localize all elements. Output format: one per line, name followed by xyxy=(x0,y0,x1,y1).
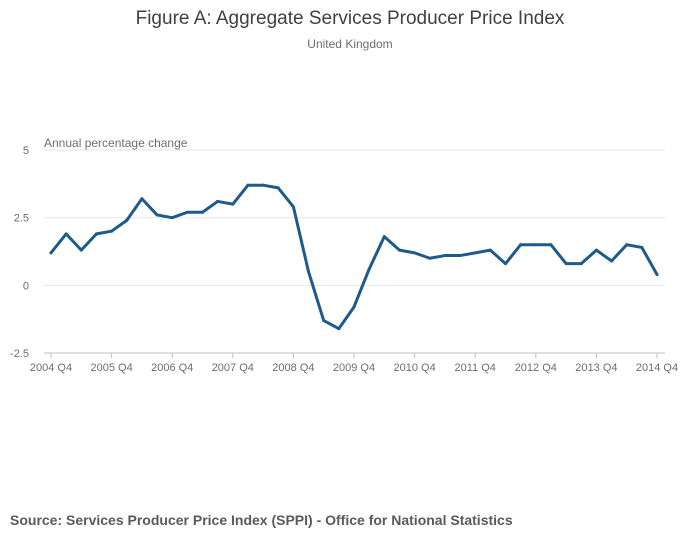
data-point xyxy=(610,259,614,263)
x-tick-label: 2004 Q4 xyxy=(30,362,72,374)
data-point xyxy=(549,243,553,247)
x-tick-label: 2007 Q4 xyxy=(212,362,254,374)
data-point xyxy=(246,183,250,187)
y-tick-labels: -2.5 0 2.5 5 xyxy=(10,145,29,360)
y-tick-label: -2.5 xyxy=(10,348,29,360)
data-point xyxy=(337,327,341,331)
data-point xyxy=(185,210,189,214)
data-point xyxy=(443,254,447,258)
data-point xyxy=(655,273,659,277)
data-point xyxy=(322,319,326,323)
data-point xyxy=(458,254,462,258)
x-tick-label: 2013 Q4 xyxy=(575,362,617,374)
y-tick-label: 5 xyxy=(23,145,29,157)
data-point xyxy=(291,205,295,209)
data-point xyxy=(519,243,523,247)
data-point xyxy=(473,251,477,255)
data-point xyxy=(125,218,129,222)
chart-title: Figure A: Aggregate Services Producer Pr… xyxy=(136,8,565,29)
data-point xyxy=(579,262,583,266)
data-point xyxy=(261,183,265,187)
data-point xyxy=(367,267,371,271)
series-layer xyxy=(49,183,659,331)
data-point xyxy=(79,248,83,252)
data-point xyxy=(140,197,144,201)
source-note: Source: Services Producer Price Index (S… xyxy=(10,512,513,528)
x-tick-label: 2014 Q4 xyxy=(636,362,678,374)
data-point xyxy=(594,248,598,252)
data-point xyxy=(504,262,507,266)
chart-subtitle: United Kingdom xyxy=(307,37,392,51)
data-point xyxy=(94,232,98,236)
x-tick-label: 2012 Q4 xyxy=(515,362,557,374)
x-tick-label: 2008 Q4 xyxy=(272,362,314,374)
data-point xyxy=(352,305,356,309)
data-point xyxy=(307,270,311,274)
y-axis-label: Annual percentage change xyxy=(44,136,188,150)
data-point xyxy=(216,199,220,203)
x-tick-label: 2011 Q4 xyxy=(455,362,496,374)
data-point xyxy=(155,213,159,217)
x-tick-label: 2010 Q4 xyxy=(393,362,435,374)
y-tick-label: 0 xyxy=(23,280,29,292)
data-point xyxy=(428,256,432,260)
data-point xyxy=(564,262,568,266)
data-point xyxy=(382,235,386,239)
data-point xyxy=(397,248,401,252)
data-point xyxy=(64,232,68,236)
data-point xyxy=(110,229,114,233)
data-point xyxy=(488,248,492,252)
y-tick-label: 2.5 xyxy=(14,213,29,225)
data-point xyxy=(534,243,538,247)
data-point xyxy=(640,245,644,249)
data-point xyxy=(276,186,280,190)
x-tick-label: 2009 Q4 xyxy=(333,362,375,374)
data-point xyxy=(201,210,204,214)
data-point xyxy=(231,202,235,206)
data-point xyxy=(49,251,53,255)
x-tick-labels: 2004 Q4 2005 Q4 2006 Q4 2007 Q4 2008 Q4 2009 … xyxy=(30,353,678,374)
x-tick-label: 2006 Q4 xyxy=(151,362,193,374)
data-point xyxy=(625,243,629,247)
gridlines xyxy=(44,149,665,286)
data-point xyxy=(413,251,417,255)
data-point xyxy=(170,216,174,220)
x-tick-label: 2005 Q4 xyxy=(90,362,132,374)
